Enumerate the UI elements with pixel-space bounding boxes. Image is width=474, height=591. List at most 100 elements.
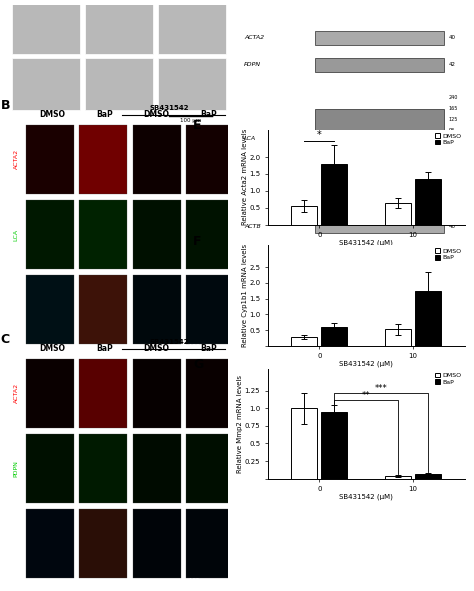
Text: ACTA2: ACTA2	[14, 384, 18, 404]
FancyBboxPatch shape	[158, 59, 227, 110]
Text: DMSO: DMSO	[144, 343, 170, 353]
FancyBboxPatch shape	[79, 359, 127, 428]
FancyBboxPatch shape	[26, 509, 74, 578]
Text: 100 μm: 100 μm	[180, 118, 201, 124]
FancyBboxPatch shape	[26, 434, 74, 503]
Text: E: E	[193, 119, 201, 132]
Y-axis label: Relative Mmp2 mRNA levels: Relative Mmp2 mRNA levels	[237, 375, 243, 473]
FancyBboxPatch shape	[26, 125, 74, 194]
FancyBboxPatch shape	[12, 59, 81, 110]
Bar	[321, 327, 347, 346]
Text: kDa: kDa	[448, 0, 460, 2]
Y-axis label: Relative Cyp1b1 mRNA levels: Relative Cyp1b1 mRNA levels	[242, 244, 247, 347]
Bar	[385, 476, 411, 479]
Text: 125: 125	[448, 118, 458, 122]
Text: merge: merge	[14, 299, 18, 320]
Bar	[415, 179, 441, 225]
FancyBboxPatch shape	[85, 59, 154, 110]
Legend: DMSO, BaP: DMSO, BaP	[435, 372, 461, 385]
FancyBboxPatch shape	[133, 125, 181, 194]
Text: 40: 40	[448, 224, 456, 229]
X-axis label: SB431542 (μM): SB431542 (μM)	[339, 361, 393, 367]
Bar	[291, 206, 318, 225]
Text: G: G	[193, 358, 203, 371]
FancyBboxPatch shape	[26, 359, 74, 428]
X-axis label: SB431542 (μM): SB431542 (μM)	[339, 239, 393, 246]
FancyBboxPatch shape	[133, 509, 181, 578]
FancyBboxPatch shape	[79, 200, 127, 269]
FancyBboxPatch shape	[79, 434, 127, 503]
Text: C: C	[1, 333, 10, 346]
FancyBboxPatch shape	[79, 509, 127, 578]
Legend: DMSO, BaP: DMSO, BaP	[435, 248, 461, 261]
Text: BaP: BaP	[436, 0, 449, 2]
Text: DMSO: DMSO	[39, 343, 65, 353]
Text: 93: 93	[448, 128, 455, 134]
FancyBboxPatch shape	[315, 31, 444, 44]
FancyBboxPatch shape	[12, 3, 81, 54]
FancyBboxPatch shape	[315, 58, 444, 72]
Text: 72: 72	[448, 137, 455, 142]
Text: 40: 40	[448, 35, 456, 40]
FancyBboxPatch shape	[79, 125, 127, 194]
Text: SB431542: SB431542	[150, 105, 190, 111]
FancyBboxPatch shape	[79, 275, 127, 344]
Text: 105 μm: 105 μm	[189, 578, 210, 583]
Text: LCA: LCA	[244, 136, 256, 141]
Bar	[321, 164, 347, 225]
FancyBboxPatch shape	[315, 220, 444, 233]
Text: BaP: BaP	[367, 0, 381, 2]
Y-axis label: Relative Acta2 mRNA levels: Relative Acta2 mRNA levels	[242, 129, 247, 226]
Text: ACTB: ACTB	[244, 224, 261, 229]
Text: F: F	[193, 235, 201, 248]
Bar	[415, 474, 441, 479]
Text: -: -	[407, 0, 410, 2]
Text: ***: ***	[375, 384, 388, 392]
Text: *: *	[317, 130, 322, 140]
Bar	[385, 329, 411, 346]
Text: **: **	[362, 391, 370, 400]
FancyBboxPatch shape	[26, 275, 74, 344]
FancyBboxPatch shape	[133, 359, 181, 428]
Text: BaP: BaP	[201, 109, 218, 119]
Text: merge: merge	[14, 533, 18, 554]
Bar	[291, 408, 318, 479]
X-axis label: SB431542 (μM): SB431542 (μM)	[339, 493, 393, 500]
Text: 240: 240	[448, 95, 458, 100]
Text: -: -	[338, 0, 341, 2]
Text: DMSO: DMSO	[39, 109, 65, 119]
FancyBboxPatch shape	[186, 275, 234, 344]
Text: DMSO: DMSO	[144, 109, 170, 119]
FancyBboxPatch shape	[133, 275, 181, 344]
Text: 57: 57	[448, 145, 455, 151]
FancyBboxPatch shape	[133, 434, 181, 503]
Text: BaP: BaP	[96, 109, 113, 119]
Text: BaP: BaP	[96, 343, 113, 353]
Text: BaP: BaP	[201, 343, 218, 353]
Bar	[415, 291, 441, 346]
Text: 165: 165	[448, 106, 458, 112]
Bar	[291, 337, 318, 346]
FancyBboxPatch shape	[186, 125, 234, 194]
FancyBboxPatch shape	[85, 3, 154, 54]
Text: PDPN: PDPN	[14, 460, 18, 477]
FancyBboxPatch shape	[186, 509, 234, 578]
Text: ACTA2: ACTA2	[14, 150, 18, 170]
Text: SB431542: SB431542	[150, 339, 190, 345]
Text: B: B	[1, 99, 10, 112]
Text: 42: 42	[448, 154, 455, 159]
Text: 100 μm: 100 μm	[189, 344, 210, 349]
Text: LCA: LCA	[14, 228, 18, 241]
Bar	[321, 412, 347, 479]
Bar	[385, 203, 411, 225]
FancyBboxPatch shape	[26, 200, 74, 269]
FancyBboxPatch shape	[186, 359, 234, 428]
FancyBboxPatch shape	[186, 434, 234, 503]
FancyBboxPatch shape	[186, 200, 234, 269]
FancyBboxPatch shape	[158, 3, 227, 54]
FancyBboxPatch shape	[133, 200, 181, 269]
Legend: DMSO, BaP: DMSO, BaP	[435, 133, 461, 145]
Text: 42: 42	[448, 62, 456, 67]
FancyBboxPatch shape	[315, 109, 444, 168]
Text: ACTA2: ACTA2	[244, 35, 264, 40]
